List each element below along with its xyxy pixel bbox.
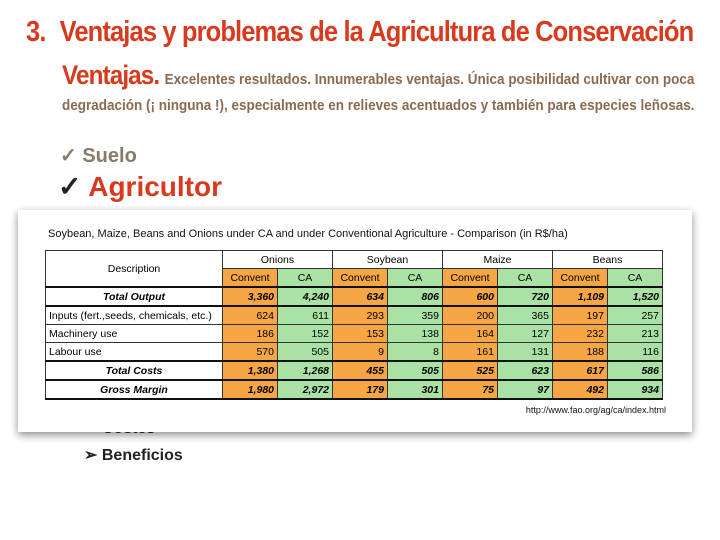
value-cell: 1,268 bbox=[277, 360, 333, 381]
header-row: Description Onions Soybean Maize Beans bbox=[45, 250, 663, 288]
group-header: Maize bbox=[442, 250, 553, 269]
group-header: Soybean bbox=[332, 250, 443, 269]
value-cell: 152 bbox=[277, 324, 333, 343]
value-cell: 455 bbox=[332, 360, 388, 381]
intro-lead: Ventajas. bbox=[62, 60, 160, 90]
value-cell: 213 bbox=[607, 324, 663, 343]
title-number: 3. bbox=[26, 16, 46, 48]
comparison-table: Description Onions Soybean Maize Beans Conven… bbox=[45, 250, 663, 400]
value-cell: 116 bbox=[607, 342, 663, 362]
subheader-cell: CA bbox=[497, 268, 553, 288]
row-label: Gross Margin bbox=[45, 379, 223, 400]
value-cell: 1,520 bbox=[607, 286, 663, 307]
source-url: http://www.fao.org/ag/ca/index.html bbox=[525, 405, 666, 415]
bullet: ✓ Suelo bbox=[60, 143, 137, 168]
value-cell: 186 bbox=[222, 324, 278, 343]
subheader-row: Convent CA Convent CA Convent CA Convent CA bbox=[46, 268, 663, 288]
subheader-cell: CA bbox=[607, 268, 663, 288]
value-cell: 2,972 bbox=[277, 379, 333, 400]
value-cell: 97 bbox=[497, 379, 553, 400]
intro-text: Excelentes resultados. Innumerables vent… bbox=[62, 71, 695, 114]
value-cell: 3,360 bbox=[222, 286, 278, 307]
row-label: Inputs (fert.,seeds, chemicals, etc.) bbox=[45, 305, 223, 325]
value-cell: 153 bbox=[332, 324, 388, 343]
value-cell: 624 bbox=[222, 305, 278, 325]
value-cell: 1,980 bbox=[222, 379, 278, 400]
value-cell: 600 bbox=[442, 286, 498, 307]
intro: Ventajas. Excelentes resultados. Innumera… bbox=[62, 62, 701, 119]
bullet-marker: ✓ bbox=[60, 145, 77, 167]
table-row: Total Output 3,360 4,240 634 806 600 720 1,109 1… bbox=[45, 286, 663, 307]
value-cell: 138 bbox=[387, 324, 443, 343]
value-cell: 131 bbox=[497, 342, 553, 362]
value-cell: 720 bbox=[497, 286, 553, 307]
row-label: Machinery use bbox=[45, 324, 223, 343]
value-cell: 365 bbox=[497, 305, 553, 325]
row-label: Labour use bbox=[45, 342, 223, 362]
table-row: Gross Margin 1,980 2,972 179 301 75 97 492 934 bbox=[45, 379, 663, 400]
value-cell: 634 bbox=[332, 286, 388, 307]
value-cell: 188 bbox=[552, 342, 608, 362]
value-cell: 8 bbox=[387, 342, 443, 362]
bullet-text: Beneficios bbox=[101, 447, 183, 464]
value-cell: 161 bbox=[442, 342, 498, 362]
subheader-cell: Convent bbox=[222, 268, 278, 288]
value-cell: 164 bbox=[442, 324, 498, 343]
header-cell: Description bbox=[45, 250, 223, 288]
value-cell: 934 bbox=[607, 379, 663, 400]
value-cell: 505 bbox=[387, 360, 443, 381]
value-cell: 197 bbox=[552, 305, 608, 325]
value-cell: 611 bbox=[277, 305, 333, 325]
value-cell: 293 bbox=[332, 305, 388, 325]
value-cell: 492 bbox=[552, 379, 608, 400]
value-cell: 75 bbox=[442, 379, 498, 400]
group-header: Onions bbox=[222, 250, 333, 269]
value-cell: 232 bbox=[552, 324, 608, 343]
table-row: Inputs (fert.,seeds, chemicals, etc.) 624… bbox=[45, 305, 663, 325]
bullet-marker: ✓ bbox=[58, 171, 82, 202]
subheader-cell: CA bbox=[277, 268, 333, 288]
subheader-cell: Convent bbox=[442, 268, 498, 288]
table-row: Total Costs 1,380 1,268 455 505 525 623 617 586 bbox=[45, 360, 663, 381]
slide-title: 3. Ventajas y problemas de la Agricultura… bbox=[26, 16, 695, 49]
value-cell: 525 bbox=[442, 360, 498, 381]
value-cell: 257 bbox=[607, 305, 663, 325]
value-cell: 301 bbox=[387, 379, 443, 400]
table-row: Labour use 570 505 9 8 161 131 188 116 bbox=[45, 342, 663, 362]
value-cell: 4,240 bbox=[277, 286, 333, 307]
value-cell: 9 bbox=[332, 342, 388, 362]
subheader-cell: Convent bbox=[332, 268, 388, 288]
bullet: ✓ Agricultor bbox=[58, 170, 222, 203]
value-cell: 617 bbox=[552, 360, 608, 381]
value-cell: 127 bbox=[497, 324, 553, 343]
value-cell: 179 bbox=[332, 379, 388, 400]
value-cell: 505 bbox=[277, 342, 333, 362]
group-header: Beans bbox=[552, 250, 663, 269]
bullet-text: Agricultor bbox=[88, 171, 222, 202]
table-caption: Soybean, Maize, Beans and Onions under C… bbox=[48, 228, 568, 240]
value-cell: 806 bbox=[387, 286, 443, 307]
bullet-text: Suelo bbox=[82, 145, 137, 167]
sub-bullet: ➢ Beneficios bbox=[84, 445, 183, 465]
value-cell: 1,380 bbox=[222, 360, 278, 381]
title-text: Ventajas y problemas de la Agricultura d… bbox=[59, 16, 695, 48]
value-cell: 570 bbox=[222, 342, 278, 362]
row-label: Total Costs bbox=[45, 360, 223, 381]
value-cell: 200 bbox=[442, 305, 498, 325]
value-cell: 623 bbox=[497, 360, 553, 381]
subheader-cell: CA bbox=[387, 268, 443, 288]
bullet-marker: ➢ bbox=[84, 447, 98, 464]
value-cell: 359 bbox=[387, 305, 443, 325]
row-label: Total Output bbox=[45, 286, 223, 307]
table-row: Machinery use 186 152 153 138 164 127 232 213 bbox=[45, 324, 663, 343]
value-cell: 586 bbox=[607, 360, 663, 381]
table-image: Soybean, Maize, Beans and Onions under C… bbox=[18, 210, 692, 432]
subheader-cell: Convent bbox=[552, 268, 608, 288]
value-cell: 1,109 bbox=[552, 286, 608, 307]
